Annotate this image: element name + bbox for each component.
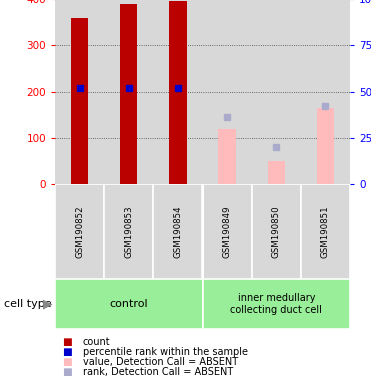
Text: GSM190851: GSM190851: [321, 205, 330, 258]
Bar: [55, 279, 203, 329]
Text: GSM190853: GSM190853: [124, 205, 133, 258]
Text: GSM190849: GSM190849: [223, 205, 232, 258]
Bar: [203, 279, 350, 329]
Text: GSM190854: GSM190854: [173, 205, 183, 258]
Text: percentile rank within the sample: percentile rank within the sample: [83, 347, 248, 357]
Bar: [55, 184, 104, 279]
Bar: [120, 3, 137, 184]
Text: ■: ■: [62, 337, 72, 347]
Bar: [153, 184, 203, 279]
Text: inner medullary
collecting duct cell: inner medullary collecting duct cell: [230, 293, 322, 315]
Bar: [252, 184, 301, 279]
Bar: [219, 129, 236, 184]
Bar: [203, 184, 252, 279]
Bar: [301, 184, 350, 279]
Bar: [203, 0, 252, 184]
Bar: [169, 1, 187, 184]
Bar: [55, 0, 104, 184]
Text: ■: ■: [62, 367, 72, 377]
Text: ■: ■: [62, 357, 72, 367]
Text: value, Detection Call = ABSENT: value, Detection Call = ABSENT: [83, 357, 238, 367]
Bar: [104, 184, 153, 279]
Text: count: count: [83, 337, 111, 347]
Bar: [267, 161, 285, 184]
Bar: [252, 0, 301, 184]
Text: GSM190852: GSM190852: [75, 205, 84, 258]
Bar: [71, 18, 88, 184]
Text: ▶: ▶: [43, 298, 52, 311]
Text: cell type: cell type: [4, 299, 51, 309]
Text: GSM190850: GSM190850: [272, 205, 281, 258]
Bar: [104, 0, 153, 184]
Text: control: control: [109, 299, 148, 309]
Text: ■: ■: [62, 347, 72, 357]
Bar: [301, 0, 350, 184]
Bar: [317, 108, 334, 184]
Bar: [153, 0, 203, 184]
Text: rank, Detection Call = ABSENT: rank, Detection Call = ABSENT: [83, 367, 233, 377]
